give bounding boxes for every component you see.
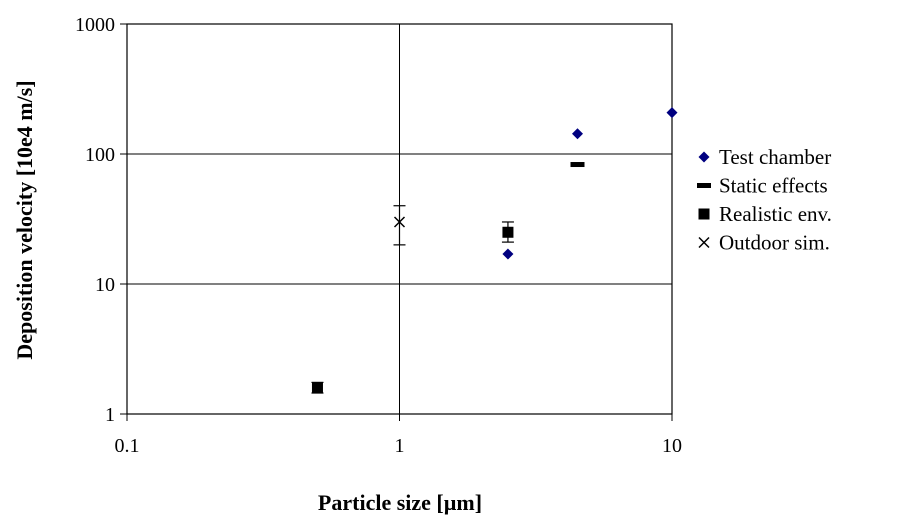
legend-item: Realistic env. xyxy=(698,202,832,226)
data-point xyxy=(570,162,585,168)
data-point xyxy=(666,107,678,119)
legend-label: Static effects xyxy=(719,174,828,198)
legend-marker xyxy=(698,236,710,249)
y-tick-label: 1000 xyxy=(75,14,115,36)
y-tick-label: 100 xyxy=(85,144,115,166)
legend-label: Test chamber xyxy=(719,145,831,169)
x-tick-label: 0.1 xyxy=(115,435,140,457)
legend-item: Outdoor sim. xyxy=(698,231,830,255)
legend-label: Outdoor sim. xyxy=(719,231,830,255)
y-tick-label: 1 xyxy=(105,404,115,426)
error-bar xyxy=(393,205,406,246)
data-point xyxy=(311,381,323,393)
legend-marker xyxy=(698,208,710,220)
legend: Test chamber Static effects Realistic env.… xyxy=(697,145,832,255)
x-tick-label: 1 xyxy=(395,435,405,457)
data-point xyxy=(502,248,514,260)
legend-marker xyxy=(697,183,711,188)
data-marks xyxy=(311,107,678,394)
legend-marker xyxy=(698,151,710,163)
x-tick-label: 10 xyxy=(662,435,682,457)
legend-item: Static effects xyxy=(697,174,828,198)
legend-item: Test chamber xyxy=(698,145,831,169)
series-test-chamber xyxy=(502,107,678,260)
series-static-effects xyxy=(570,162,585,168)
data-point xyxy=(572,128,584,140)
y-axis-title: Deposition velocity [10e4 m/s] xyxy=(12,80,37,359)
y-tick-label: 10 xyxy=(95,274,115,296)
series-realistic-env xyxy=(311,221,514,394)
legend-label: Realistic env. xyxy=(719,202,832,226)
data-point xyxy=(393,216,406,228)
x-axis-title: Particle size [µm] xyxy=(318,490,482,515)
data-point xyxy=(502,226,514,238)
series-outdoor-sim xyxy=(393,205,406,246)
